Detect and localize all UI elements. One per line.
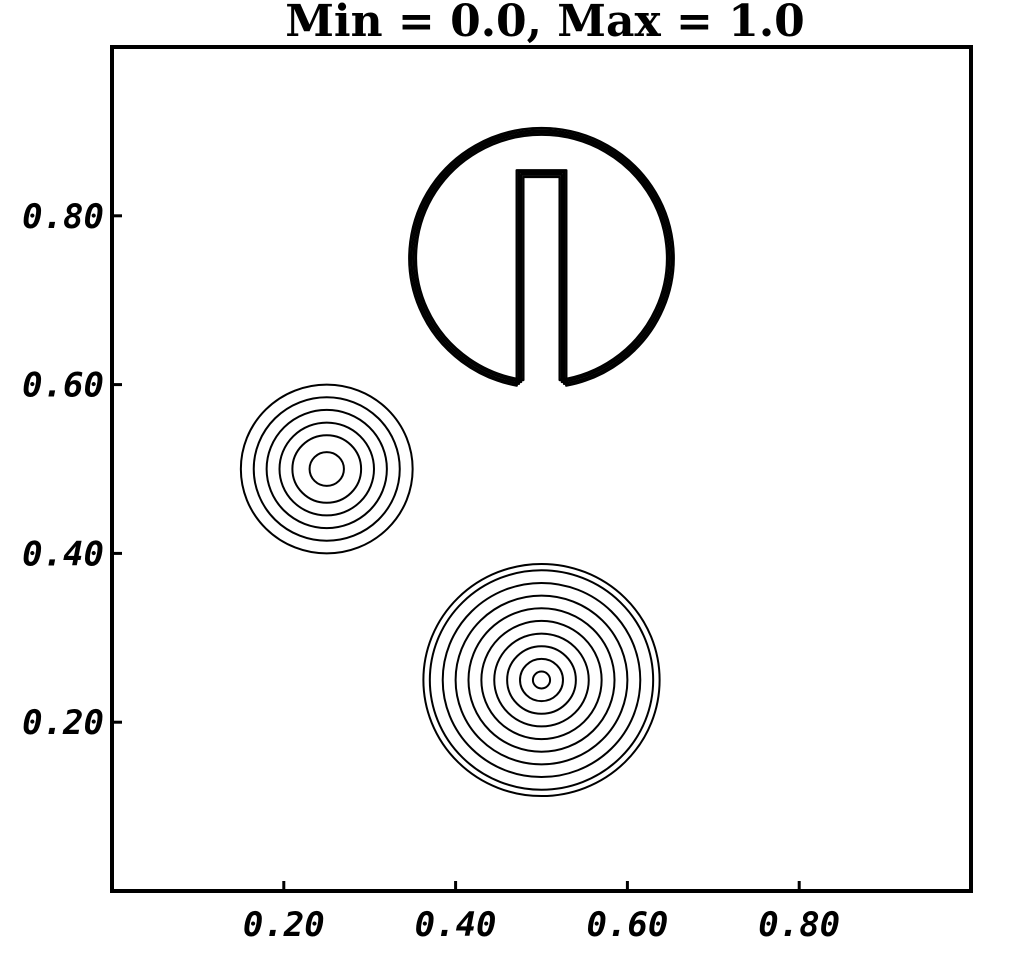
gaussian-contour xyxy=(239,383,414,555)
x-axis: 0.20 0.40 0.60 0.80 xyxy=(243,881,840,945)
cone-contour xyxy=(454,594,629,766)
y-tick-label: 0.20 xyxy=(22,703,104,743)
contour-lines xyxy=(239,126,675,798)
cone-contour xyxy=(428,569,655,791)
chart-title: Min = 0.0, Max = 1.0 xyxy=(285,0,805,47)
cone-contour xyxy=(441,581,642,779)
gaussian-contour xyxy=(265,408,388,530)
plot-frame xyxy=(110,45,973,893)
y-axis: 0.20 0.40 0.60 0.80 xyxy=(22,197,122,743)
slotted-cylinder-contour xyxy=(408,126,675,387)
y-tick-label: 0.60 xyxy=(22,366,104,406)
cone-contour xyxy=(467,607,616,753)
y-tick-label: 0.80 xyxy=(22,197,104,237)
x-tick-label: 0.80 xyxy=(758,905,840,945)
gaussian-contour xyxy=(252,396,401,542)
cone-contour xyxy=(531,670,552,690)
cone-contour xyxy=(422,562,661,798)
gaussian-contour xyxy=(278,421,375,517)
gaussian-contour xyxy=(291,434,363,504)
gaussian-contour xyxy=(308,451,345,487)
slotted-cylinder-contour xyxy=(410,129,673,385)
slotted-cylinder-contour xyxy=(414,133,669,382)
x-tick-label: 0.60 xyxy=(586,905,668,945)
cone-contour xyxy=(493,632,590,728)
cone-contour xyxy=(519,657,564,703)
cone-contour xyxy=(506,645,577,715)
y-tick-label: 0.40 xyxy=(22,534,104,574)
slotted-cylinder-contour xyxy=(412,131,671,384)
cone-contour xyxy=(480,619,603,741)
x-tick-label: 0.20 xyxy=(243,905,325,945)
x-tick-label: 0.40 xyxy=(415,905,497,945)
